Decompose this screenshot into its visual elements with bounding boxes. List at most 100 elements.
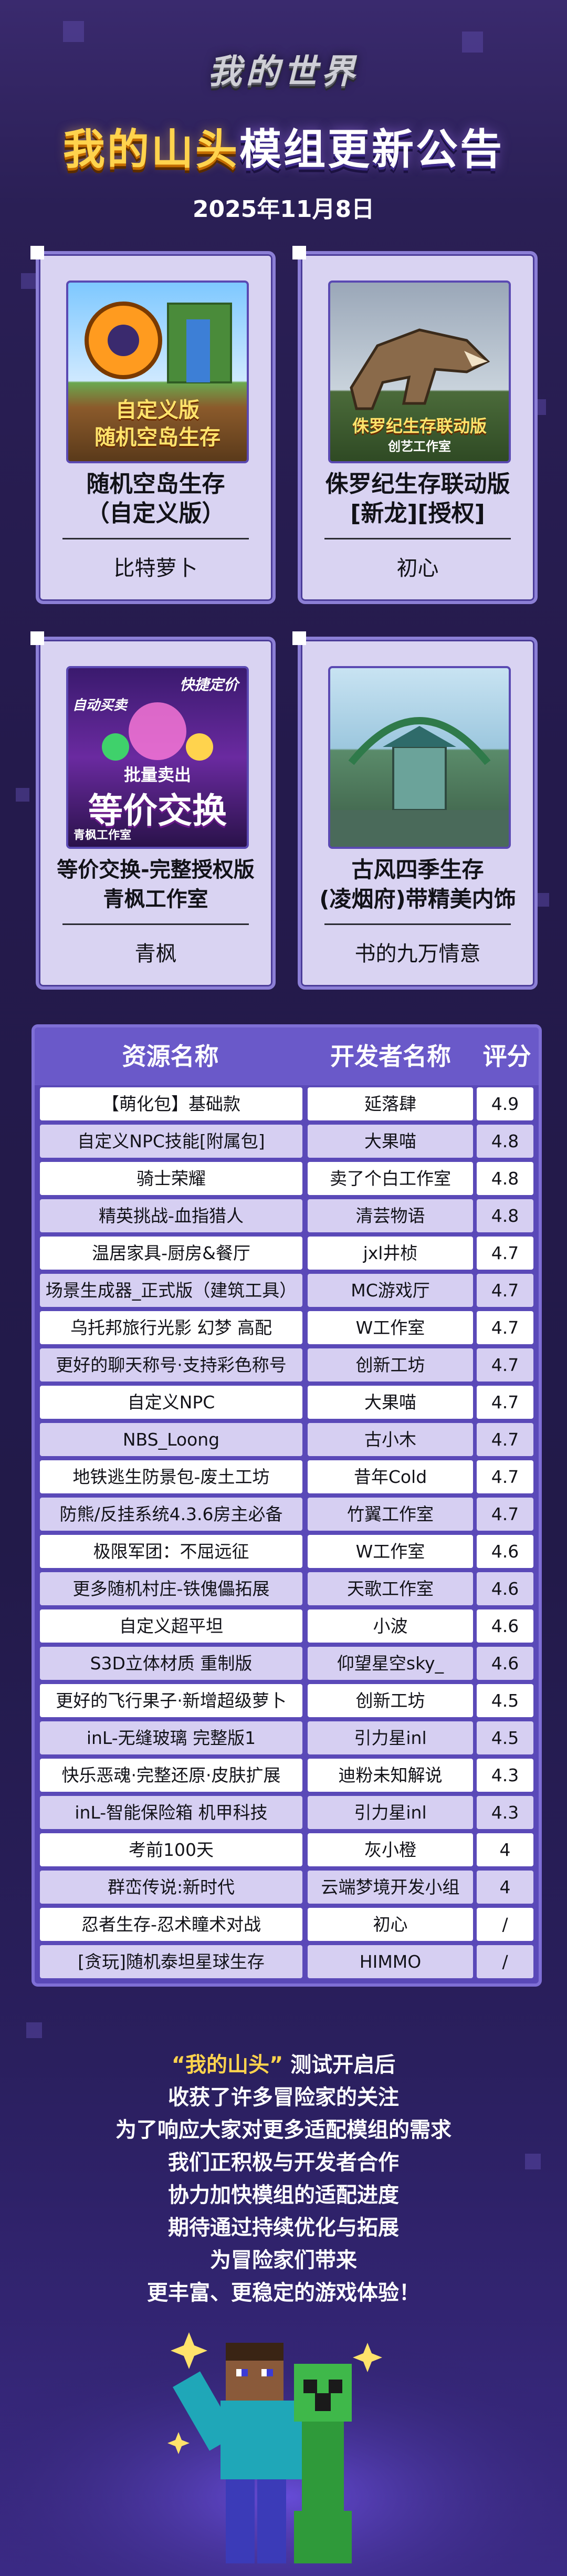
resource-name-cell: S3D立体材质 重制版 — [40, 1647, 302, 1680]
thumb-caption: 自定义版 — [116, 398, 200, 422]
table-row: 乌托邦旅行光影 幻梦 高配 W工作室 4.7 — [35, 1309, 539, 1346]
title-highlight: 我的山头 — [63, 125, 239, 174]
rating-cell: 4.6 — [477, 1572, 533, 1605]
thumb-caption: 随机空岛生存 — [94, 425, 220, 450]
developer-name-cell: 竹翼工作室 — [308, 1498, 473, 1531]
mod-title-line1: 侏罗纪生存联动版 — [325, 471, 510, 497]
mod-title-line2: (凌烟府)带精美内饰 — [319, 886, 516, 912]
resource-name-cell: inL-智能保险箱 机甲科技 — [40, 1796, 302, 1829]
table-row: 自定义NPC 大果喵 4.7 — [35, 1384, 539, 1421]
mod-title-line1: 随机空岛生存 — [86, 471, 225, 497]
mod-thumbnail: 自定义版 随机空岛生存 — [66, 281, 249, 463]
thumb-caption: 等价交换 — [88, 791, 227, 831]
developer-name-cell: 天歌工作室 — [308, 1572, 473, 1605]
resource-name-cell: 极限军团：不屈远征 — [40, 1535, 302, 1568]
rating-cell: 4.6 — [477, 1535, 533, 1568]
column-header-resource: 资源名称 — [122, 1042, 219, 1071]
column-header-developer: 开发者名称 — [330, 1042, 451, 1071]
table-row: 自定义NPC技能[附属包] 大果喵 4.8 — [35, 1123, 539, 1160]
page-title: 我的山头模组更新公告 — [0, 116, 567, 176]
resource-name-cell: 自定义NPC技能[附属包] — [40, 1125, 302, 1158]
table-row: 温居家具-厨房&餐厅 jxl井桢 4.7 — [35, 1234, 539, 1272]
thumb-caption: 创艺工作室 — [388, 439, 451, 454]
rating-cell: 4.7 — [477, 1348, 533, 1382]
rating-cell: 4.8 — [477, 1125, 533, 1158]
resource-name-cell: 自定义NPC — [40, 1386, 302, 1419]
thumb-caption: 青枫工作室 — [74, 829, 132, 842]
developer-name-cell: 创新工坊 — [308, 1348, 473, 1382]
mod-thumbnail — [328, 666, 511, 849]
developer-name-cell: 延落肆 — [308, 1087, 473, 1120]
developer-name-cell: W工作室 — [308, 1535, 473, 1568]
mod-author: 比特萝卜 — [113, 556, 198, 580]
rating-cell: 4.7 — [477, 1274, 533, 1307]
resource-name-cell: 乌托邦旅行光影 幻梦 高配 — [40, 1311, 302, 1344]
thumb-caption: 侏罗纪生存联动版 — [352, 416, 487, 436]
table-row: 更好的聊天称号·支持彩色称号 创新工坊 4.7 — [35, 1346, 539, 1384]
table-row: 考前100天 灰小橙 4 — [35, 1831, 539, 1868]
resource-name-cell: 场景生成器_正式版（建筑工具） — [40, 1274, 302, 1307]
message-line: 更丰富、更稳定的游戏体验！ — [147, 2281, 420, 2305]
divider — [62, 923, 249, 925]
mod-thumbnail: 快捷定价 自动买卖 批量卖出 等价交换 青枫工作室 — [66, 666, 249, 849]
developer-name-cell: HIMMO — [308, 1945, 473, 1978]
closing-message: “我的山头” 测试开启后 收获了许多冒险家的关注 为了响应大家对更多适配模组的需… — [0, 2049, 567, 2309]
mod-card-1[interactable]: 自定义版 随机空岛生存 随机空岛生存 （自定义版） 比特萝卜 — [30, 246, 276, 604]
rating-cell: / — [477, 1908, 533, 1941]
column-header-rating: 评分 — [482, 1042, 531, 1071]
characters-illustration — [0, 2311, 567, 2576]
resource-name-cell: 温居家具-厨房&餐厅 — [40, 1237, 302, 1270]
table-row: S3D立体材质 重制版 仰望星空sky_ 4.6 — [35, 1645, 539, 1682]
developer-name-cell: 迪粉未知解说 — [308, 1759, 473, 1792]
developer-name-cell: 云端梦境开发小组 — [308, 1871, 473, 1904]
resource-name-cell: 防熊/反挂系统4.3.6房主必备 — [40, 1498, 302, 1531]
rating-cell: 4.7 — [477, 1498, 533, 1531]
corner-decoration — [292, 631, 306, 645]
rating-cell: 4.7 — [477, 1311, 533, 1344]
divider — [324, 538, 511, 539]
mod-card-4[interactable]: 古风四季生存 (凌烟府)带精美内饰 书的九万情意 — [292, 631, 538, 990]
developer-name-cell: W工作室 — [308, 1311, 473, 1344]
rating-cell: 4.7 — [477, 1423, 533, 1456]
resource-name-cell: NBS_Loong — [40, 1423, 302, 1456]
resource-name-cell: 群峦传说:新时代 — [40, 1871, 302, 1904]
developer-name-cell: 大果喵 — [308, 1125, 473, 1158]
message-line: “我的山头” 测试开启后 — [0, 2049, 567, 2081]
mod-rating-table: 资源名称 开发者名称 评分 【萌化包】基础款 延落肆 4.9 自定义NPC技能[附属包… — [32, 1024, 542, 1987]
corner-decoration — [292, 246, 306, 259]
rating-cell: 4.8 — [477, 1199, 533, 1232]
mod-title-line1: 等价交换-完整授权版 — [57, 858, 255, 882]
mod-card-3[interactable]: 快捷定价 自动买卖 批量卖出 等价交换 青枫工作室 等价交换-完整授权版 青枫工… — [30, 631, 276, 990]
divider — [62, 538, 249, 539]
developer-name-cell: MC游戏厅 — [308, 1274, 473, 1307]
announcement-date: 2025年11月8日 — [192, 196, 375, 223]
rating-cell: 4.5 — [477, 1721, 533, 1754]
minecraft-logo: 我的世界 — [208, 53, 359, 91]
rating-cell: 4.7 — [477, 1386, 533, 1419]
resource-name-cell: 快乐恶魂·完整还原·皮肤扩展 — [40, 1759, 302, 1792]
header: 我的世界 我的山头模组更新公告 2025年11月8日 — [0, 0, 567, 242]
table-row: 更好的飞行果子·新增超级萝卜 创新工坊 4.5 — [35, 1682, 539, 1719]
mod-card-2[interactable]: 侏罗纪生存联动版 创艺工作室 侏罗纪生存联动版 [新龙][授权] 初心 — [292, 246, 538, 604]
pagoda-icon — [330, 717, 509, 847]
message-line: 期待通过持续优化与拓展 — [168, 2216, 399, 2240]
exchange-icon — [102, 702, 213, 761]
table-row: 场景生成器_正式版（建筑工具） MC游戏厅 4.7 — [35, 1272, 539, 1309]
mod-thumbnail: 侏罗纪生存联动版 创艺工作室 — [328, 281, 511, 463]
dinosaur-icon — [350, 328, 490, 410]
message-line: 为冒险家们带来 — [210, 2248, 357, 2272]
resource-name-cell: 自定义超平坦 — [40, 1609, 302, 1643]
steve-icon — [173, 2343, 315, 2563]
developer-name-cell: 昔年Cold — [308, 1460, 473, 1493]
rating-cell: 4.7 — [477, 1460, 533, 1493]
rating-cell: 4 — [477, 1871, 533, 1904]
table-row: 防熊/反挂系统4.3.6房主必备 竹翼工作室 4.7 — [35, 1495, 539, 1533]
developer-name-cell: 引力星inl — [308, 1721, 473, 1754]
creeper-icon — [294, 2364, 352, 2563]
message-line: 协力加快模组的适配进度 — [168, 2183, 399, 2207]
developer-name-cell: 清芸物语 — [308, 1199, 473, 1232]
table-row: [贪玩]随机泰坦星球生存 HIMMO / — [35, 1943, 539, 1980]
message-quote: “我的山头” — [171, 2053, 284, 2077]
rating-cell: 4.6 — [477, 1647, 533, 1680]
rating-cell: / — [477, 1945, 533, 1978]
